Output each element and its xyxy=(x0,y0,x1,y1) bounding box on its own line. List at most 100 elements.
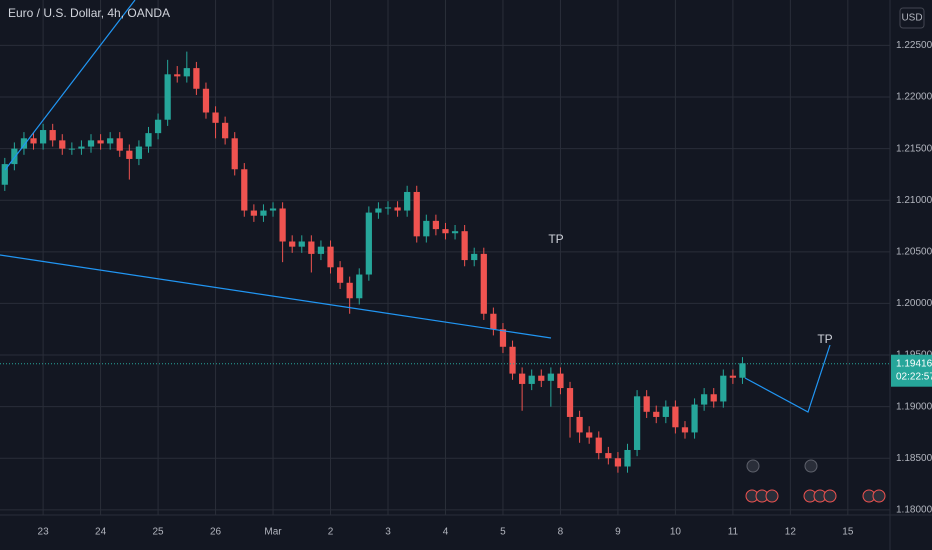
candle-body xyxy=(154,119,162,134)
candle-body xyxy=(710,394,717,402)
candle-body xyxy=(681,427,689,433)
candle-body xyxy=(538,375,545,381)
currency[interactable]: USD xyxy=(901,13,922,24)
candle-body xyxy=(672,406,679,428)
forecast-path[interactable] xyxy=(744,344,831,413)
candle-body xyxy=(729,375,736,378)
candle-body xyxy=(691,404,698,433)
candle-body xyxy=(126,150,133,159)
candle-body xyxy=(317,246,325,254)
candle-body xyxy=(499,329,507,347)
candle-body xyxy=(394,207,401,211)
candle-body xyxy=(423,220,430,237)
candle-body xyxy=(461,231,468,261)
candle-body xyxy=(174,74,181,77)
trend-line[interactable] xyxy=(4,0,136,171)
x-tick-label: 11 xyxy=(728,527,739,538)
candle-body xyxy=(566,388,574,417)
candle-body xyxy=(528,375,535,384)
candle-body xyxy=(490,313,497,330)
candle-body xyxy=(701,394,708,405)
candle-body xyxy=(289,241,296,247)
candle-body xyxy=(471,253,478,261)
candle-body xyxy=(432,220,440,230)
candle-body xyxy=(519,373,526,384)
candle-body xyxy=(365,212,372,275)
candle-body xyxy=(509,346,516,374)
y-tick-label: 1.22000 xyxy=(896,92,932,103)
candle-body xyxy=(241,169,248,211)
candle-body xyxy=(442,229,449,234)
candle-body xyxy=(78,146,85,149)
candle-body xyxy=(107,138,114,144)
candle-body xyxy=(87,140,95,147)
candle-body xyxy=(633,396,641,450)
y-tick-label: 1.19000 xyxy=(896,401,932,412)
candle-body xyxy=(1,164,8,185)
candle-body xyxy=(59,140,66,149)
chart-title: Euro / U.S. Dollar, 4h, OANDA xyxy=(8,6,170,20)
candle-body xyxy=(260,210,267,216)
y-tick-label: 1.21500 xyxy=(896,143,932,154)
y-tick-label: 1.20500 xyxy=(896,246,932,257)
x-tick-label: 15 xyxy=(842,527,854,538)
x-tick-label: 23 xyxy=(38,527,50,538)
candle-body xyxy=(68,148,75,150)
candle-body xyxy=(595,437,602,454)
candle-body xyxy=(11,148,18,165)
last-price-label: 1.19416 xyxy=(896,358,932,369)
candle-body xyxy=(298,241,305,247)
candle-body xyxy=(480,253,487,314)
candle-body xyxy=(145,133,152,147)
y-tick-label: 1.22500 xyxy=(896,40,932,51)
x-tick-label: 12 xyxy=(785,527,797,538)
x-tick-label: 24 xyxy=(95,527,107,538)
candle-body xyxy=(605,453,612,459)
x-tick-label: 26 xyxy=(210,527,222,538)
candle-body xyxy=(222,122,229,139)
candle-body xyxy=(662,406,669,417)
candle-body xyxy=(30,138,37,144)
x-tick-label: Mar xyxy=(264,527,282,538)
candle-body xyxy=(384,207,392,209)
x-tick-label: 9 xyxy=(615,527,621,538)
candle-body xyxy=(404,191,411,211)
x-tick-label: 5 xyxy=(500,527,506,538)
candle-body xyxy=(336,267,344,283)
trend-line[interactable] xyxy=(0,254,552,339)
candle-body xyxy=(643,396,650,412)
last-price-tag xyxy=(891,354,932,387)
candle-body xyxy=(164,74,171,120)
candle-body xyxy=(135,146,143,159)
candle-body xyxy=(183,68,190,77)
candle-body xyxy=(557,373,564,389)
candles xyxy=(1,51,746,473)
candle-body xyxy=(116,138,123,151)
candle-body xyxy=(346,282,353,299)
candle-body xyxy=(739,363,746,378)
candle-body xyxy=(653,411,660,417)
axes: 1.180001.185001.190001.195001.200001.205… xyxy=(0,40,932,538)
currency-button[interactable] xyxy=(899,7,925,29)
candle-body xyxy=(624,449,631,467)
candle-body xyxy=(308,241,315,254)
x-tick-label: 4 xyxy=(443,527,449,538)
candle-body xyxy=(193,68,200,89)
candle-body xyxy=(356,274,363,299)
candle-body xyxy=(20,138,28,149)
y-tick-label: 1.18000 xyxy=(896,504,932,515)
candle-body xyxy=(49,130,56,141)
candle-body xyxy=(327,246,334,268)
candle-body xyxy=(547,373,554,381)
candle-body xyxy=(97,140,104,144)
candle-body xyxy=(720,375,727,402)
candle-body xyxy=(250,210,257,216)
countdown: 02:22:57 xyxy=(896,371,932,382)
x-tick-label: 8 xyxy=(558,527,564,538)
candle-body xyxy=(586,432,593,438)
candle-body xyxy=(451,231,459,234)
y-tick-label: 1.21000 xyxy=(896,195,932,206)
